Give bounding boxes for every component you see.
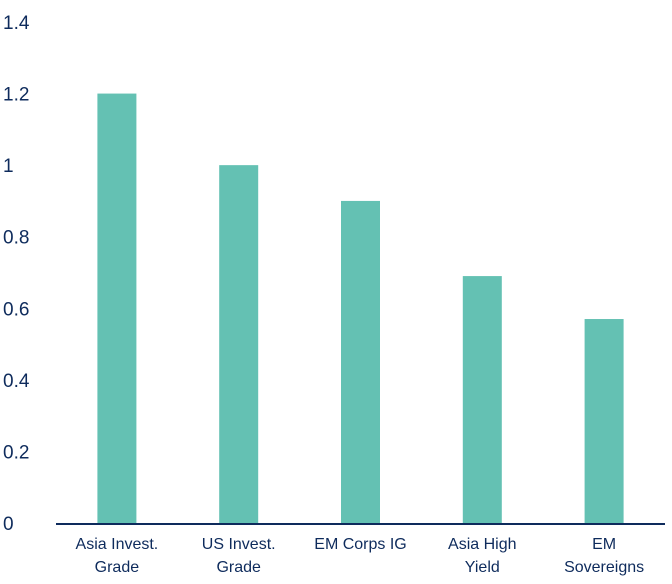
- x-tick-label-line: EM: [592, 536, 616, 553]
- bar: [462, 276, 502, 523]
- y-tick-label: 1.2: [3, 85, 29, 106]
- y-axis-ticks: 0 0.2 0.4 0.6 0.8 1 1.2 1.4: [3, 13, 30, 535]
- x-tick-label-line: Asia High: [448, 536, 516, 553]
- y-tick-label: 0.2: [3, 442, 29, 463]
- x-tick-label-line: EM Corps IG: [314, 536, 406, 553]
- bar: [341, 200, 380, 523]
- x-tick-label-line: Grade: [95, 559, 140, 576]
- x-tick-label-line: Grade: [216, 559, 261, 576]
- y-tick-label: 0: [3, 514, 14, 535]
- x-tick-label-line: US Invest.: [202, 536, 276, 553]
- x-tick-label: EM Corps IG: [314, 536, 406, 553]
- x-tick-label: Asia High Yield: [448, 536, 516, 576]
- y-tick-label: 0.6: [3, 299, 29, 320]
- bar: [584, 319, 624, 523]
- x-tick-label: US Invest. Grade: [202, 536, 276, 576]
- x-tick-label-line: Yield: [465, 559, 500, 576]
- bar: [97, 93, 137, 524]
- y-tick-label: 0.8: [3, 228, 29, 249]
- x-tick-label-line: Asia Invest.: [76, 536, 159, 553]
- y-tick-label: 1: [3, 156, 14, 177]
- x-axis-ticks: Asia Invest. Grade US Invest. Grade EM Corps…: [76, 536, 645, 576]
- y-tick-label: 0.4: [3, 371, 30, 392]
- x-tick-label: Asia Invest. Grade: [76, 536, 159, 576]
- x-tick-label: EM Sovereigns: [564, 536, 644, 576]
- bar: [219, 165, 259, 523]
- bars: [97, 93, 624, 524]
- y-tick-label: 1.4: [3, 13, 30, 34]
- x-tick-label-line: Sovereigns: [564, 559, 644, 576]
